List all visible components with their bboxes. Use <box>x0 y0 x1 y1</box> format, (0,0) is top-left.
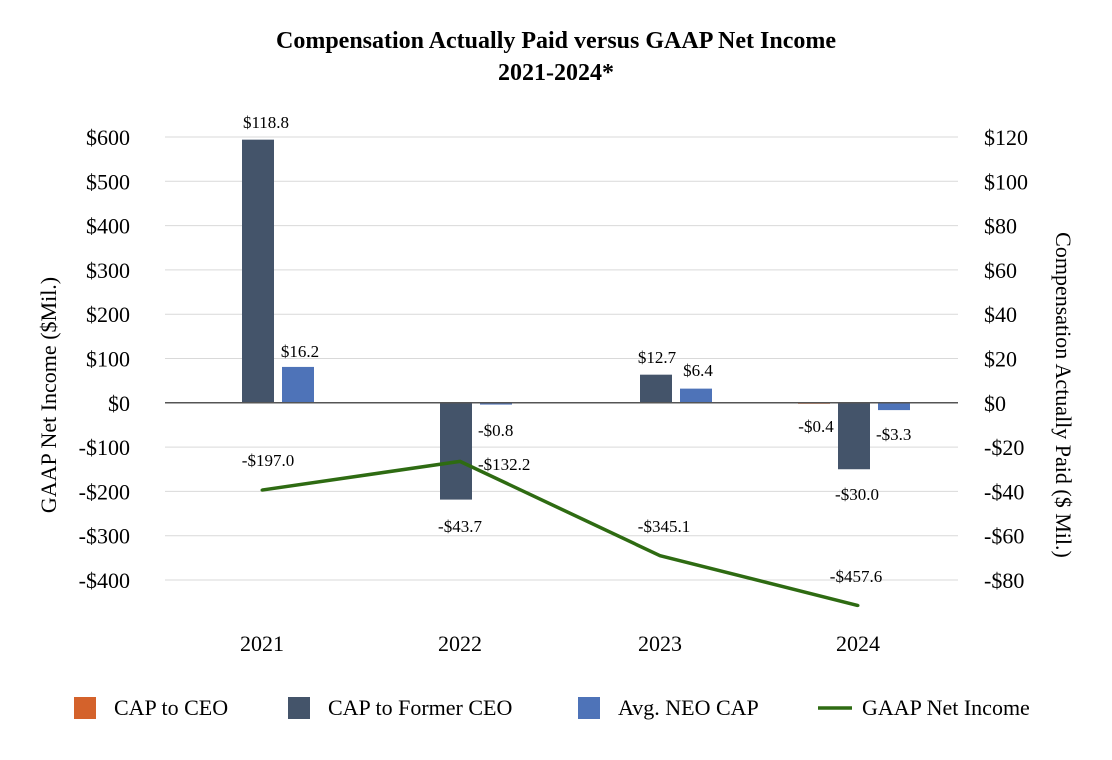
legend-label: CAP to Former CEO <box>328 695 512 720</box>
chart-title: Compensation Actually Paid versus GAAP N… <box>276 28 836 86</box>
legend-swatch <box>74 697 96 719</box>
legend-label: CAP to CEO <box>114 695 228 720</box>
data-label: $16.2 <box>281 342 319 361</box>
right-tick-label: $80 <box>984 214 1017 239</box>
legend-item: GAAP Net Income <box>818 695 1030 720</box>
data-label: -$345.1 <box>638 517 690 536</box>
chart-subtitle-text: 2021-2024* <box>498 60 614 86</box>
bar-cap-to-former-ceo-2021 <box>242 139 274 403</box>
right-tick-label: $0 <box>984 391 1006 416</box>
left-tick-label: $500 <box>86 169 130 194</box>
legend-item: CAP to Former CEO <box>288 695 512 720</box>
bar-series <box>242 139 910 500</box>
right-tick-label: -$40 <box>984 479 1024 504</box>
legend: CAP to CEO CAP to Former CEO Avg. NEO CAP G… <box>74 695 1030 720</box>
data-label: -$0.4 <box>798 417 834 436</box>
bar-avg-neo-cap-2023 <box>680 388 712 403</box>
line-point <box>458 459 462 463</box>
bar-cap-to-former-ceo-2023 <box>640 374 672 403</box>
gridlines <box>165 136 958 581</box>
right-tick-label: -$20 <box>984 435 1024 460</box>
data-label: -$0.8 <box>478 421 513 440</box>
data-label: -$197.0 <box>242 451 294 470</box>
x-tick-label: 2024 <box>836 631 880 656</box>
legend-swatch <box>578 697 600 719</box>
line-point <box>856 604 860 608</box>
left-tick-label: $600 <box>86 125 130 150</box>
x-axis-ticks: 2021 2022 2023 2024 <box>240 631 880 656</box>
bar-avg-neo-cap-2021 <box>282 366 314 403</box>
data-labels: -$0.4 $118.8 -$43.7 $12.7 -$30.0 $16.2 -$0.8 $6… <box>242 113 912 586</box>
data-label: $6.4 <box>683 361 713 380</box>
left-tick-label: $200 <box>86 302 130 327</box>
legend-item: Avg. NEO CAP <box>578 695 759 720</box>
left-axis-label: GAAP Net Income ($Mil.) <box>36 277 61 513</box>
data-label: -$30.0 <box>835 485 879 504</box>
bar-cap-to-former-ceo-2024 <box>838 402 870 470</box>
left-tick-label: $400 <box>86 214 130 239</box>
right-tick-label: $60 <box>984 258 1017 283</box>
left-tick-label: -$100 <box>79 435 130 460</box>
x-tick-label: 2021 <box>240 631 284 656</box>
left-tick-label: -$200 <box>79 479 130 504</box>
data-label: -$43.7 <box>438 517 482 536</box>
right-axis-label: Compensation Actually Paid ($ Mil.) <box>1051 232 1076 558</box>
right-tick-label: $120 <box>984 125 1028 150</box>
left-tick-label: -$400 <box>79 568 130 593</box>
legend-label: GAAP Net Income <box>862 695 1030 720</box>
right-tick-label: -$60 <box>984 524 1024 549</box>
right-tick-label: $40 <box>984 302 1017 327</box>
legend-item: CAP to CEO <box>74 695 228 720</box>
data-label: -$457.6 <box>830 567 882 586</box>
legend-label: Avg. NEO CAP <box>618 695 759 720</box>
data-label: $12.7 <box>638 348 677 367</box>
left-tick-label: $0 <box>108 391 130 416</box>
left-tick-label: $100 <box>86 347 130 372</box>
x-tick-label: 2023 <box>638 631 682 656</box>
line-point <box>658 554 662 558</box>
left-axis-ticks: $600 $500 $400 $300 $200 $100 $0 -$100 -$200 -$30… <box>79 125 130 593</box>
bar-cap-to-former-ceo-2022 <box>440 402 472 500</box>
right-tick-label: $20 <box>984 347 1017 372</box>
data-label: $118.8 <box>243 113 289 132</box>
chart-title-text: Compensation Actually Paid versus GAAP N… <box>276 28 836 54</box>
bar-avg-neo-cap-2024 <box>878 402 910 411</box>
line-gaap-net-income <box>261 459 859 608</box>
data-label: -$132.2 <box>478 455 530 474</box>
legend-swatch <box>288 697 310 719</box>
left-tick-label: -$300 <box>79 524 130 549</box>
right-tick-label: $100 <box>984 169 1028 194</box>
left-tick-label: $300 <box>86 258 130 283</box>
right-tick-label: -$80 <box>984 568 1024 593</box>
data-label: -$3.3 <box>876 425 911 444</box>
right-axis-ticks: $120 $100 $80 $60 $40 $20 $0 -$20 -$40 -$60 -$80 <box>984 125 1028 593</box>
bar-avg-neo-cap-2022 <box>480 402 512 405</box>
line-point <box>260 488 264 492</box>
x-tick-label: 2022 <box>438 631 482 656</box>
line-series <box>260 459 860 608</box>
